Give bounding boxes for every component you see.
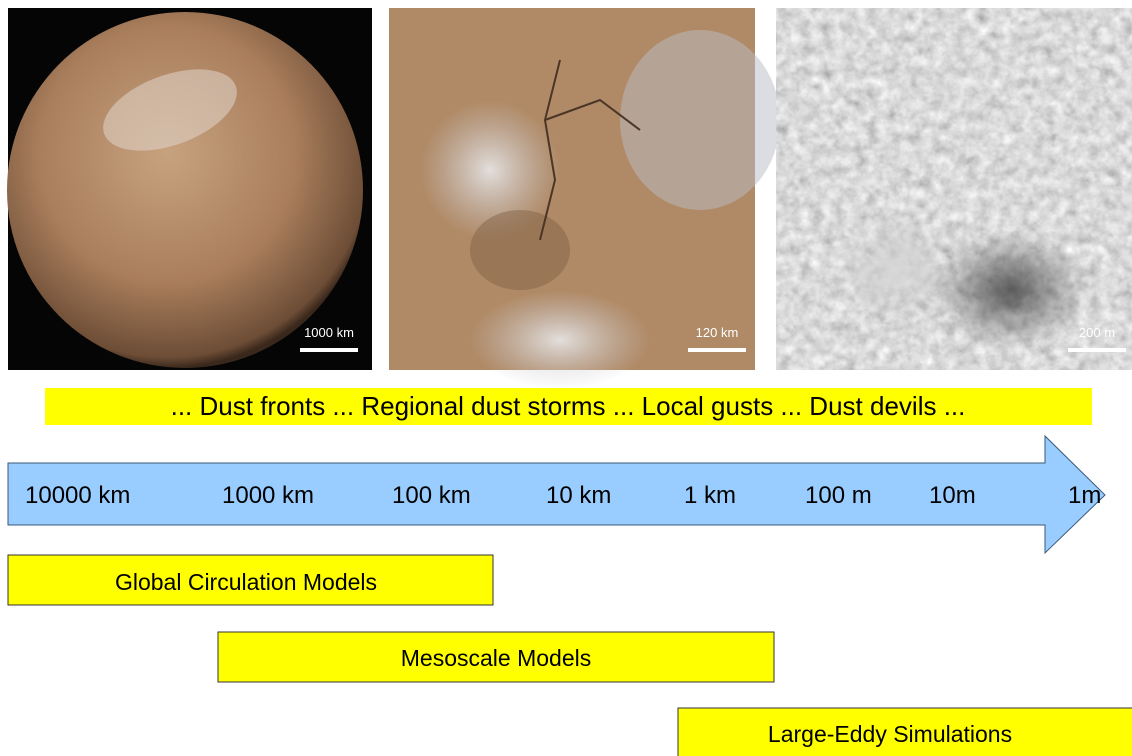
scale-label: 10000 km	[25, 482, 130, 509]
model-box	[217, 631, 775, 683]
scale-label: 1000 km	[222, 482, 314, 509]
scale-label: 100 m	[805, 482, 872, 509]
scale-label: 200 m	[1079, 325, 1115, 340]
scale-label: 120 km	[696, 325, 739, 340]
scale-label: 100 km	[392, 482, 471, 509]
mars-image: 1000 km	[7, 8, 372, 370]
banner-text: ... Dust fronts ... Regional dust storms…	[171, 391, 966, 421]
scale-label: 1m	[1068, 482, 1101, 509]
scale-label: 1000 km	[304, 325, 354, 340]
model-label: Large-Eddy Simulations	[768, 721, 1012, 747]
model-label: Mesoscale Models	[401, 645, 591, 671]
model-label: Global Circulation Models	[115, 569, 377, 595]
model-box	[7, 554, 494, 606]
scale-label: 1 km	[684, 482, 736, 509]
dust-storm-image: 120 km	[389, 8, 780, 390]
banner-box	[45, 388, 1092, 425]
scale-label: 10 km	[546, 482, 611, 509]
model-box	[677, 707, 1132, 756]
scale-label: 10m	[929, 482, 976, 509]
dust-devil-image: 200 m	[776, 8, 1132, 370]
scale-arrow	[7, 434, 1106, 555]
